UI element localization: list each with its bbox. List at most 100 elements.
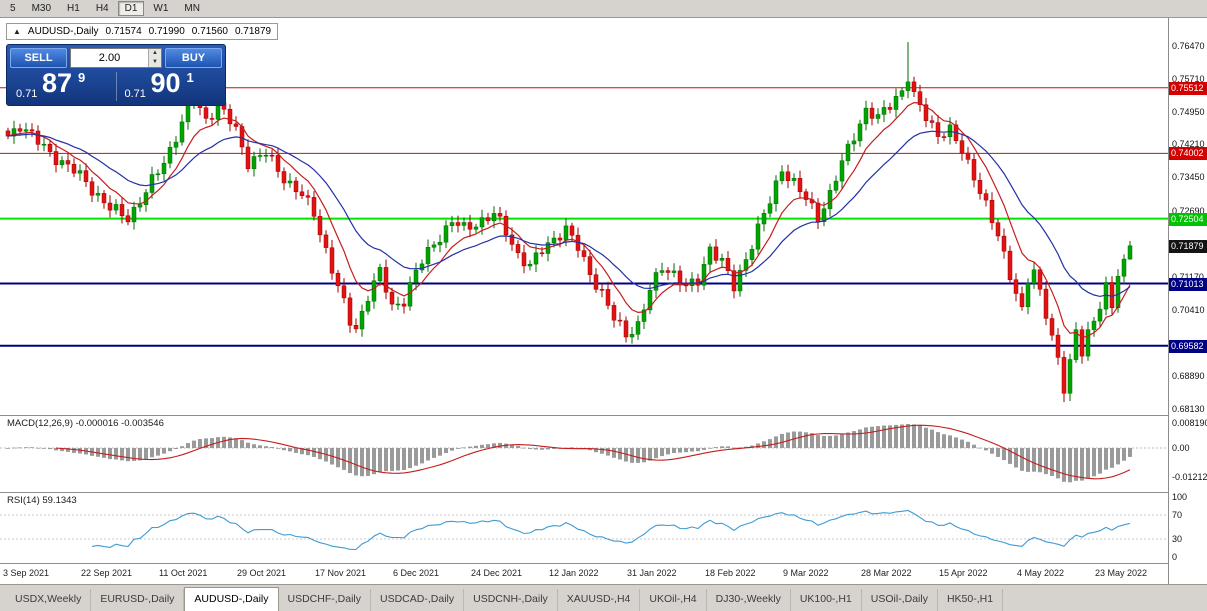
macd-signal-line	[55, 424, 1131, 480]
price-chart-pane[interactable]	[0, 18, 1168, 415]
rsi-axis-label: 0	[1172, 552, 1178, 562]
rsi-indicator-label: RSI(14) 59.1343	[5, 495, 79, 506]
collapse-arrow-icon[interactable]: ▲	[13, 27, 21, 36]
rsi-axis-label: 30	[1172, 534, 1183, 544]
ma-fast-line	[7, 101, 1131, 339]
pane-separator[interactable]	[0, 492, 1168, 493]
chart-tab-usdcad-daily[interactable]: USDCAD-,Daily	[371, 589, 465, 611]
date-axis[interactable]: 3 Sep 2021 22 Sep 2021 11 Oct 2021 29 Oct 2…	[0, 564, 1168, 584]
sell-button[interactable]: SELL	[10, 48, 67, 68]
timeframe-5[interactable]: 5	[10, 3, 16, 14]
price-axis[interactable]: 0.76470 0.75710 0.74950 0.74210 0.73450 0.726…	[1169, 18, 1207, 584]
macd-axis-label: -0.01212	[1172, 472, 1207, 482]
price-tick-label: 0.75710	[1172, 74, 1205, 85]
sell-price-big: 87	[42, 68, 73, 98]
rsi-pane[interactable]	[0, 493, 1168, 563]
macd-axis-label: 0.00	[1172, 443, 1190, 453]
ohlc-close: 0.71879	[234, 26, 272, 37]
ma-slow-line	[7, 130, 1131, 298]
chart-tab-audusd-daily[interactable]: AUDUSD-,Daily	[184, 587, 279, 611]
one-click-trading-panel: SELL 2.00 ▲ ▼ BUY 0.71 87 9	[6, 44, 226, 106]
price-tick-label: 0.72690	[1172, 205, 1205, 216]
price-tick-label: 0.70410	[1172, 304, 1205, 315]
buy-price-prefix: 0.71	[124, 88, 146, 100]
timeframe-toolbar: 5 M30 H1 H4 D1 W1 MN	[0, 0, 1207, 18]
chart-tab-eurusd-daily[interactable]: EURUSD-,Daily	[91, 589, 185, 611]
date-label: 9 Mar 2022	[783, 568, 829, 578]
date-label: 15 Apr 2022	[939, 568, 988, 578]
chart-area[interactable]: 3 Sep 2021 22 Sep 2021 11 Oct 2021 29 Oct 2…	[0, 18, 1168, 584]
chart-tab-ukoil-h4[interactable]: UKOil-,H4	[640, 589, 707, 611]
chart-tab-usdx-weekly[interactable]: USDX,Weekly	[6, 589, 92, 611]
pane-separator	[0, 563, 1168, 564]
chart-tab-usdcnh-daily[interactable]: USDCNH-,Daily	[464, 589, 558, 611]
chart-tab-dj30-weekly[interactable]: DJ30-,Weekly	[707, 589, 791, 611]
macd-axis-label: 0.008190	[1172, 418, 1207, 428]
volume-value[interactable]: 2.00	[98, 52, 121, 64]
date-label: 24 Dec 2021	[471, 568, 523, 578]
timeframe-m30[interactable]: M30	[31, 3, 52, 14]
date-label: 28 Mar 2022	[861, 568, 912, 578]
axis-separator	[1168, 18, 1169, 584]
buy-price[interactable]: 0.71 90 1	[119, 68, 223, 103]
price-tick-label: 0.68130	[1172, 404, 1205, 414]
rsi-axis-label: 100	[1172, 492, 1188, 502]
chart-tabs-bar: USDX,Weekly EURUSD-,Daily AUDUSD-,Daily USD…	[0, 584, 1207, 611]
ohlc-high: 0.71990	[148, 26, 185, 37]
price-tick-label: 0.74950	[1172, 107, 1205, 118]
price-tag-0.71879: 0.71879	[1169, 239, 1207, 253]
date-label: 29 Oct 2021	[237, 568, 287, 578]
date-label: 3 Sep 2021	[3, 568, 50, 578]
buy-price-sup: 1	[186, 70, 194, 85]
candles	[5, 42, 1133, 402]
date-label: 22 Sep 2021	[81, 568, 133, 578]
price-tick-label: 0.74210	[1172, 139, 1205, 150]
volume-spinner: ▲ ▼	[148, 49, 161, 67]
chart-tab-hk50-h1[interactable]: HK50-,H1	[938, 589, 1004, 611]
macd-indicator-label: MACD(12,26,9) -0.000016 -0.003546	[5, 418, 166, 429]
price-tag-0.69582: 0.69582	[1169, 339, 1207, 353]
rsi-line	[91, 509, 1131, 551]
sell-price-prefix: 0.71	[16, 88, 38, 100]
date-label: 23 May 2022	[1095, 568, 1148, 578]
price-tag-0.71013: 0.71013	[1169, 277, 1207, 291]
price-divider	[115, 72, 117, 101]
date-label: 17 Nov 2021	[315, 568, 367, 578]
chart-tab-uk100-h1[interactable]: UK100-,H1	[791, 589, 862, 611]
volume-decrease-button[interactable]: ▼	[149, 58, 161, 67]
price-tag-0.75512: 0.75512	[1169, 81, 1207, 95]
date-label: 31 Jan 2022	[627, 568, 677, 578]
timeframe-h4[interactable]: H4	[95, 3, 109, 14]
price-tick-label: 0.73450	[1172, 172, 1205, 183]
date-label: 4 May 2022	[1017, 568, 1065, 578]
chart-symbol-label: AUDUSD-,Daily	[27, 26, 99, 37]
buy-price-big: 90	[150, 68, 181, 98]
chart-tab-usdchf-daily[interactable]: USDCHF-,Daily	[279, 589, 372, 611]
date-label: 6 Dec 2021	[393, 568, 440, 578]
rsi-axis-label: 70	[1172, 510, 1183, 520]
timeframe-h1[interactable]: H1	[67, 3, 80, 14]
sell-price-sup: 9	[78, 70, 86, 85]
ohlc-open: 0.71574	[105, 26, 142, 37]
chart-header: ▲ AUDUSD-,Daily 0.71574 0.71990 0.71560 …	[6, 23, 279, 40]
pane-separator[interactable]	[0, 415, 1168, 416]
timeframe-w1[interactable]: W1	[153, 3, 169, 14]
price-tick-label: 0.71170	[1172, 272, 1204, 282]
macd-pane[interactable]	[0, 416, 1168, 492]
sell-price[interactable]: 0.71 87 9	[10, 68, 114, 103]
buy-button[interactable]: BUY	[165, 48, 222, 68]
chart-tab-xauusd-h4[interactable]: XAUUSD-,H4	[558, 589, 641, 611]
price-tick-label: 0.76470	[1172, 41, 1205, 51]
volume-field[interactable]: 2.00 ▲ ▼	[70, 48, 162, 68]
date-label: 12 Jan 2022	[549, 568, 599, 578]
macd-histogram	[6, 424, 1132, 483]
ohlc-low: 0.71560	[191, 26, 228, 37]
timeframe-mn[interactable]: MN	[184, 3, 200, 14]
price-tag-0.72504: 0.72504	[1169, 212, 1207, 226]
timeframe-d1[interactable]: D1	[117, 1, 145, 16]
volume-increase-button[interactable]: ▲	[149, 49, 161, 58]
price-tick-label: 0.68890	[1172, 370, 1205, 381]
price-tag-0.74002: 0.74002	[1169, 147, 1207, 161]
chart-tab-usoil-daily[interactable]: USOil-,Daily	[862, 589, 938, 611]
